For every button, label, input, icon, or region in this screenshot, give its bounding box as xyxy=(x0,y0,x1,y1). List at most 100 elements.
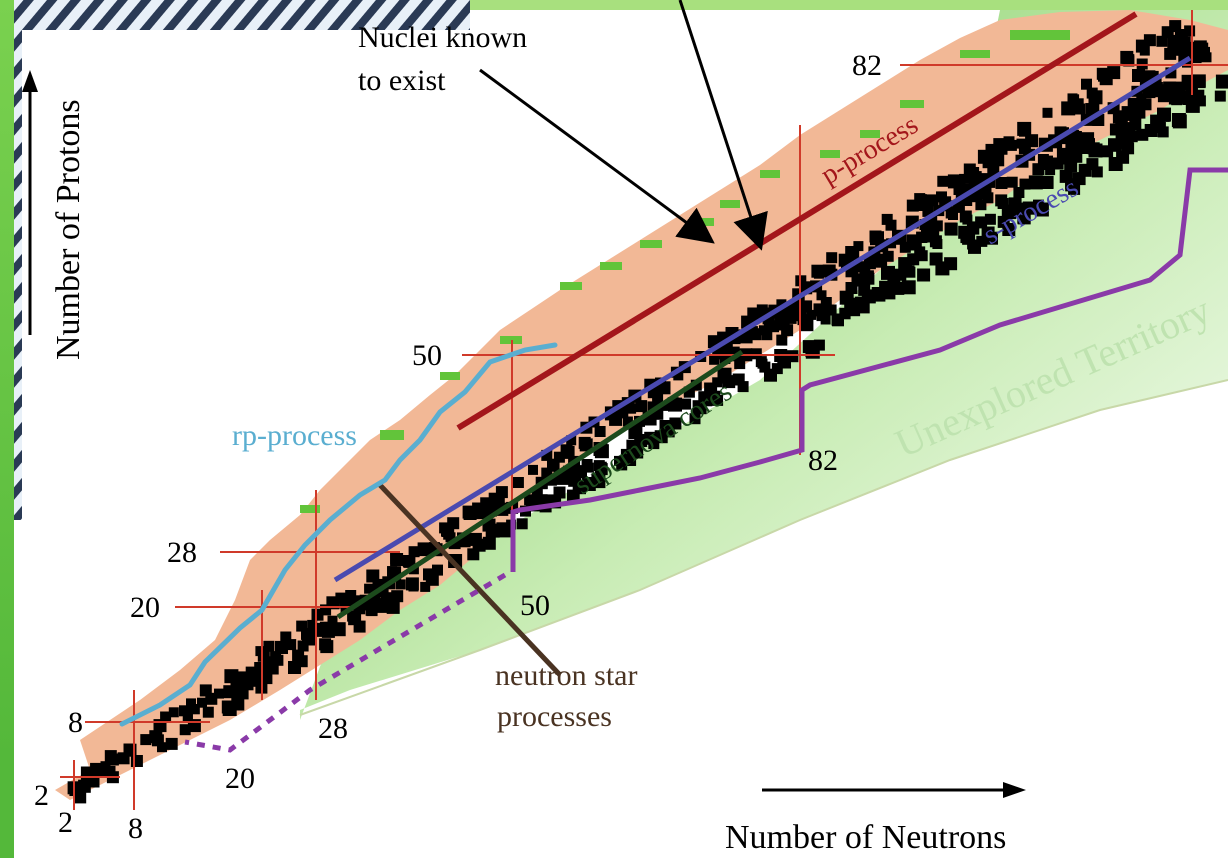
stable-nucleus xyxy=(214,688,224,699)
proton-magic-82: 82 xyxy=(852,49,882,82)
x-axis-label: Number of Neutrons xyxy=(725,819,1006,856)
stable-nucleus xyxy=(788,300,800,312)
magic-number-lines xyxy=(60,10,1228,810)
stable-nucleus xyxy=(1081,78,1092,90)
neutron-star-line xyxy=(378,483,562,677)
stable-nucleus xyxy=(871,287,883,298)
stable-nucleus xyxy=(335,592,347,604)
stable-nucleus xyxy=(844,297,857,310)
stable-nucleus xyxy=(1003,136,1015,148)
stable-nucleus xyxy=(858,302,870,314)
stable-nucleus xyxy=(755,356,767,368)
stable-nucleus xyxy=(179,705,190,717)
stable-nucleus xyxy=(1121,141,1134,154)
stable-nucleus xyxy=(373,598,385,610)
stable-nucleus xyxy=(1096,67,1109,80)
stable-nucleus xyxy=(1033,199,1044,211)
stable-nucleus xyxy=(902,280,913,291)
stable-nucleus xyxy=(771,363,783,375)
stable-nucleus xyxy=(1125,129,1136,140)
stable-nucleus xyxy=(708,336,719,346)
stable-nucleus xyxy=(683,386,695,398)
nuclei-known-label-line2: to exist xyxy=(358,64,446,97)
stable-nucleus xyxy=(806,309,817,320)
stable-nucleus xyxy=(197,697,207,708)
stable-nucleus xyxy=(1019,124,1031,137)
stable-nucleus xyxy=(882,250,894,262)
stable-nucleus xyxy=(948,210,958,220)
stable-nucleus xyxy=(255,646,266,657)
pointer-arrow-2 xyxy=(678,0,768,251)
stable-nucleus xyxy=(1088,90,1103,105)
stable-nucleus xyxy=(327,615,338,626)
stable-nucleus xyxy=(997,198,1009,209)
stable-nucleus xyxy=(719,352,731,364)
stable-nucleus xyxy=(591,474,606,489)
stable-nucleus xyxy=(130,755,143,767)
stable-nucleus xyxy=(1085,103,1097,115)
stable-nucleus xyxy=(663,426,675,438)
stable-nucleus xyxy=(165,737,178,750)
stable-nucleus xyxy=(1016,138,1027,149)
neutron-star-label-line1: neutron star xyxy=(495,659,637,692)
stable-nucleus xyxy=(614,455,624,466)
stable-nucleus xyxy=(784,311,797,324)
stable-nucleus xyxy=(921,221,932,233)
unexplored-boundary-dashed xyxy=(184,572,507,753)
stable-nucleus xyxy=(1002,223,1016,236)
neutron-magic-2: 2 xyxy=(58,806,73,839)
stable-nucleus xyxy=(825,304,837,316)
stable-nucleus xyxy=(1086,158,1099,171)
background-green-strip xyxy=(0,0,14,760)
stable-nucleus xyxy=(816,290,827,301)
stable-nucleus xyxy=(916,232,928,243)
p-process-line xyxy=(456,11,1138,431)
proton-magic-2: 2 xyxy=(34,779,49,812)
stable-nucleus xyxy=(1039,155,1053,170)
proton-magic-50: 50 xyxy=(412,339,442,372)
stable-nucleus xyxy=(776,334,788,346)
stable-nucleus xyxy=(594,426,606,437)
neutron-magic-50: 50 xyxy=(520,589,550,622)
stable-nucleus xyxy=(151,734,164,747)
proton-magic-20: 20 xyxy=(130,591,160,624)
stable-nucleus xyxy=(737,381,749,393)
stable-nucleus xyxy=(635,400,648,413)
stable-nucleus xyxy=(926,194,939,207)
stable-nucleus xyxy=(482,536,496,550)
stable-nucleus xyxy=(959,210,972,223)
stable-nucleus xyxy=(881,265,895,280)
stable-nucleus xyxy=(541,449,553,461)
stable-nucleus xyxy=(189,704,200,715)
stable-nucleus xyxy=(667,397,679,409)
stable-nucleus xyxy=(104,750,117,763)
stable-nucleus xyxy=(1136,93,1147,104)
stable-nucleus xyxy=(936,191,947,203)
stable-nucleus xyxy=(1022,201,1036,215)
stable-nucleus xyxy=(929,252,943,266)
stable-nucleus xyxy=(926,229,940,243)
stable-nucleus xyxy=(1107,66,1121,80)
stable-nucleus xyxy=(709,354,720,365)
neutron-magic-20: 20 xyxy=(225,762,255,795)
stable-nucleus xyxy=(690,379,702,391)
proton-magic-8: 8 xyxy=(68,706,83,739)
stable-nucleus xyxy=(1144,70,1156,82)
stable-nucleus xyxy=(1028,175,1043,190)
stable-nucleus xyxy=(263,640,275,652)
y-axis-label: Number of Protons xyxy=(50,99,87,360)
stable-nucleus xyxy=(1115,132,1127,144)
stable-nucleus xyxy=(419,545,431,557)
stable-nucleus xyxy=(652,390,664,402)
stable-nucleus xyxy=(74,791,87,804)
stable-nucleus xyxy=(839,308,851,320)
stable-nucleus xyxy=(186,698,196,709)
stable-nucleus xyxy=(1145,125,1156,136)
stable-nucleus xyxy=(917,268,931,282)
stable-nucleus xyxy=(319,639,331,651)
stable-nucleus xyxy=(959,173,970,184)
stable-nucleus xyxy=(320,604,332,616)
stable-nucleus xyxy=(531,488,543,500)
arrow-right-icon xyxy=(762,782,1026,798)
